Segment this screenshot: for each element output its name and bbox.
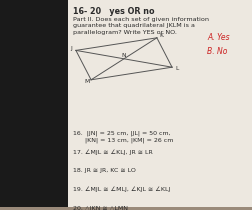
Text: N: N xyxy=(121,53,126,58)
Text: 16.  |JN| = 25 cm, |JL| = 50 cm,
      |KN| = 13 cm, |KM| = 26 cm: 16. |JN| = 25 cm, |JL| = 50 cm, |KN| = 1… xyxy=(73,130,173,143)
Text: Part II. Does each set of given information
guarantee that quadrilateral JKLM is: Part II. Does each set of given informat… xyxy=(73,17,209,35)
Bar xyxy=(0,207,252,210)
Text: L: L xyxy=(175,66,178,71)
Text: J: J xyxy=(70,46,71,51)
Text: M: M xyxy=(84,79,89,84)
Bar xyxy=(68,0,252,210)
Text: 18. JR ≅ JR, KC ≅ LO: 18. JR ≅ JR, KC ≅ LO xyxy=(73,168,136,173)
Text: K: K xyxy=(159,33,163,38)
Bar xyxy=(0,0,68,210)
Text: B. No: B. No xyxy=(207,47,227,56)
Text: A. Yes: A. Yes xyxy=(207,33,229,42)
Text: 20. △JKN ≅ △LMN: 20. △JKN ≅ △LMN xyxy=(73,206,128,210)
Text: 19. ∠MJL ≅ ∠MLJ, ∠KJL ≅ ∠KLJ: 19. ∠MJL ≅ ∠MLJ, ∠KJL ≅ ∠KLJ xyxy=(73,187,170,192)
Text: 16- 20   yes OR no: 16- 20 yes OR no xyxy=(73,7,154,16)
Text: 17. ∠MJL ≅ ∠KLJ, JR ≅ LR: 17. ∠MJL ≅ ∠KLJ, JR ≅ LR xyxy=(73,149,152,155)
